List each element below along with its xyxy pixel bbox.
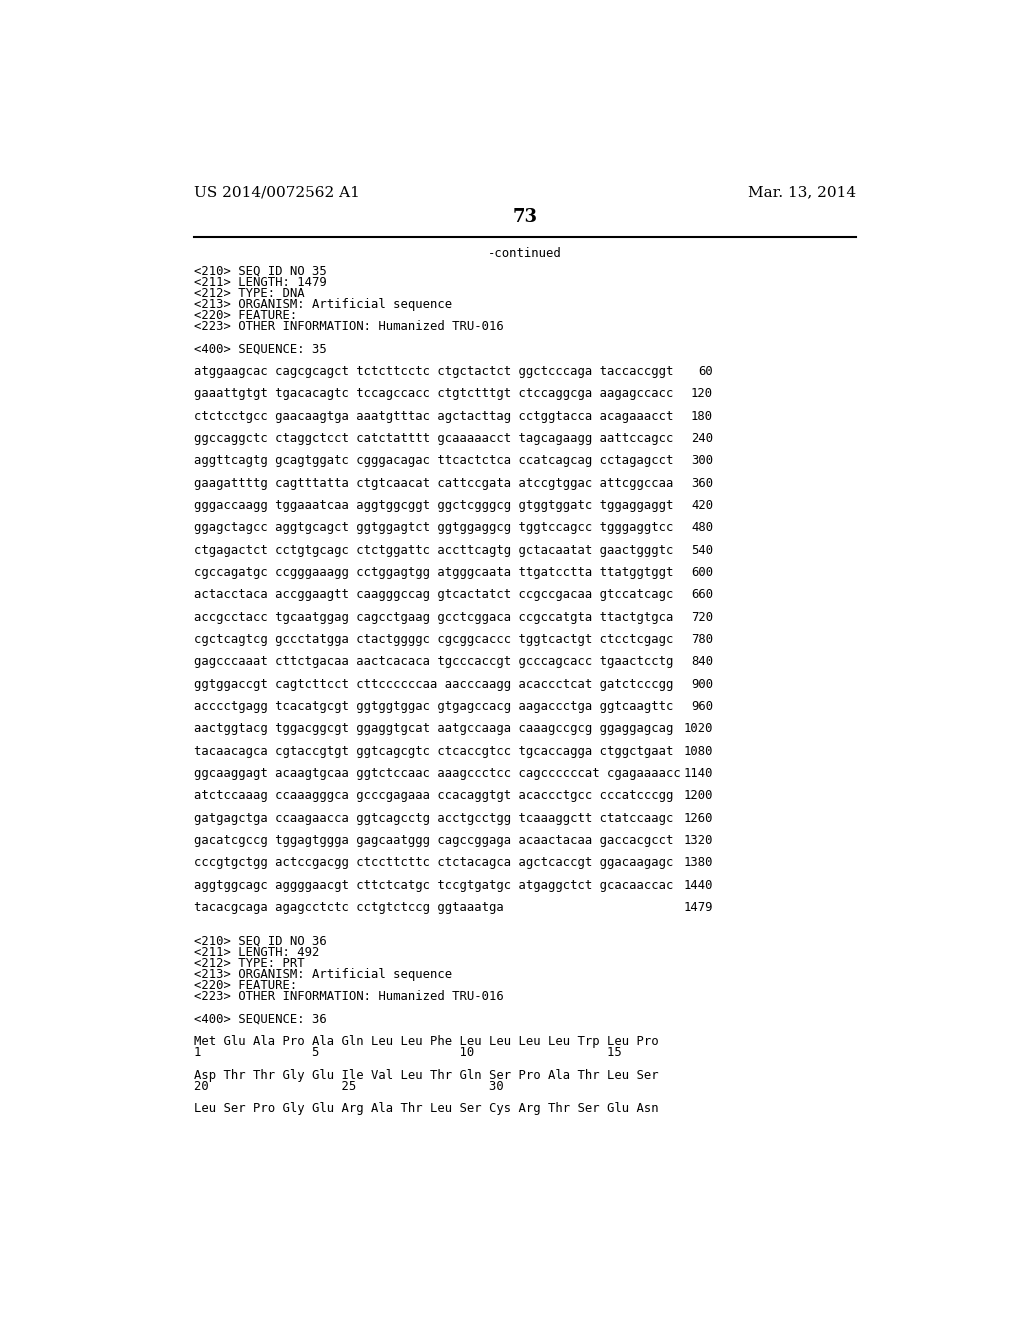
Text: acccctgagg tcacatgcgt ggtggtggac gtgagccacg aagaccctga ggtcaagttc: acccctgagg tcacatgcgt ggtggtggac gtgagcc… [194,700,673,713]
Text: 300: 300 [691,454,713,467]
Text: ggtggaccgt cagtcttcct cttccccccaa aacccaagg acaccctcat gatctcccgg: ggtggaccgt cagtcttcct cttccccccaa aaccca… [194,677,673,690]
Text: actacctaca accggaagtt caagggccag gtcactatct ccgccgacaa gtccatcagc: actacctaca accggaagtt caagggccag gtcacta… [194,589,673,602]
Text: 120: 120 [691,388,713,400]
Text: gggaccaagg tggaaatcaa aggtggcggt ggctcgggcg gtggtggatc tggaggaggt: gggaccaagg tggaaatcaa aggtggcggt ggctcgg… [194,499,673,512]
Text: 1080: 1080 [684,744,713,758]
Text: 960: 960 [691,700,713,713]
Text: 360: 360 [691,477,713,490]
Text: 1               5                   10                  15: 1 5 10 15 [194,1047,622,1059]
Text: tacaacagca cgtaccgtgt ggtcagcgtc ctcaccgtcc tgcaccagga ctggctgaat: tacaacagca cgtaccgtgt ggtcagcgtc ctcaccg… [194,744,673,758]
Text: accgcctacc tgcaatggag cagcctgaag gcctcggaca ccgccatgta ttactgtgca: accgcctacc tgcaatggag cagcctgaag gcctcgg… [194,611,673,624]
Text: <210> SEQ ID NO 36: <210> SEQ ID NO 36 [194,935,327,948]
Text: <213> ORGANISM: Artificial sequence: <213> ORGANISM: Artificial sequence [194,968,452,981]
Text: 480: 480 [691,521,713,535]
Text: <220> FEATURE:: <220> FEATURE: [194,979,297,993]
Text: <223> OTHER INFORMATION: Humanized TRU-016: <223> OTHER INFORMATION: Humanized TRU-0… [194,990,504,1003]
Text: <223> OTHER INFORMATION: Humanized TRU-016: <223> OTHER INFORMATION: Humanized TRU-0… [194,321,504,334]
Text: ctctcctgcc gaacaagtga aaatgtttac agctacttag cctggtacca acagaaacct: ctctcctgcc gaacaagtga aaatgtttac agctact… [194,409,673,422]
Text: ctgagactct cctgtgcagc ctctggattc accttcagtg gctacaatat gaactgggtc: ctgagactct cctgtgcagc ctctggattc accttca… [194,544,673,557]
Text: cccgtgctgg actccgacgg ctccttcttc ctctacagca agctcaccgt ggacaagagc: cccgtgctgg actccgacgg ctccttcttc ctctaca… [194,857,673,870]
Text: 60: 60 [698,366,713,378]
Text: 180: 180 [691,409,713,422]
Text: aactggtacg tggacggcgt ggaggtgcat aatgccaaga caaagccgcg ggaggagcag: aactggtacg tggacggcgt ggaggtgcat aatgcca… [194,722,673,735]
Text: 1479: 1479 [684,902,713,913]
Text: ggccaggctc ctaggctcct catctatttt gcaaaaacct tagcagaagg aattccagcc: ggccaggctc ctaggctcct catctatttt gcaaaaa… [194,432,673,445]
Text: gacatcgccg tggagtggga gagcaatggg cagccggaga acaactacaa gaccacgcct: gacatcgccg tggagtggga gagcaatggg cagccgg… [194,834,673,847]
Text: aggtggcagc aggggaacgt cttctcatgc tccgtgatgc atgaggctct gcacaaccac: aggtggcagc aggggaacgt cttctcatgc tccgtga… [194,879,673,892]
Text: gagcccaaat cttctgacaa aactcacaca tgcccaccgt gcccagcacc tgaactcctg: gagcccaaat cttctgacaa aactcacaca tgcccac… [194,656,673,668]
Text: gatgagctga ccaagaacca ggtcagcctg acctgcctgg tcaaaggctt ctatccaagc: gatgagctga ccaagaacca ggtcagcctg acctgcc… [194,812,673,825]
Text: <400> SEQUENCE: 35: <400> SEQUENCE: 35 [194,343,327,356]
Text: <400> SEQUENCE: 36: <400> SEQUENCE: 36 [194,1012,327,1026]
Text: gaaattgtgt tgacacagtc tccagccacc ctgtctttgt ctccaggcga aagagccacc: gaaattgtgt tgacacagtc tccagccacc ctgtctt… [194,388,673,400]
Text: <212> TYPE: DNA: <212> TYPE: DNA [194,286,304,300]
Text: Leu Ser Pro Gly Glu Arg Ala Thr Leu Ser Cys Arg Thr Ser Glu Asn: Leu Ser Pro Gly Glu Arg Ala Thr Leu Ser … [194,1102,658,1115]
Text: ggagctagcc aggtgcagct ggtggagtct ggtggaggcg tggtccagcc tgggaggtcc: ggagctagcc aggtgcagct ggtggagtct ggtggag… [194,521,673,535]
Text: 840: 840 [691,656,713,668]
Text: Asp Thr Thr Gly Glu Ile Val Leu Thr Gln Ser Pro Ala Thr Leu Ser: Asp Thr Thr Gly Glu Ile Val Leu Thr Gln … [194,1069,658,1081]
Text: 1140: 1140 [684,767,713,780]
Text: tacacgcaga agagcctctc cctgtctccg ggtaaatga: tacacgcaga agagcctctc cctgtctccg ggtaaat… [194,902,504,913]
Text: atctccaaag ccaaagggca gcccgagaaa ccacaggtgt acaccctgcc cccatcccgg: atctccaaag ccaaagggca gcccgagaaa ccacagg… [194,789,673,803]
Text: cgccagatgc ccgggaaagg cctggagtgg atgggcaata ttgatcctta ttatggtggt: cgccagatgc ccgggaaagg cctggagtgg atgggca… [194,566,673,579]
Text: 420: 420 [691,499,713,512]
Text: 660: 660 [691,589,713,602]
Text: 240: 240 [691,432,713,445]
Text: 600: 600 [691,566,713,579]
Text: 1020: 1020 [684,722,713,735]
Text: <220> FEATURE:: <220> FEATURE: [194,309,297,322]
Text: Met Glu Ala Pro Ala Gln Leu Leu Phe Leu Leu Leu Leu Trp Leu Pro: Met Glu Ala Pro Ala Gln Leu Leu Phe Leu … [194,1035,658,1048]
Text: <213> ORGANISM: Artificial sequence: <213> ORGANISM: Artificial sequence [194,298,452,312]
Text: <210> SEQ ID NO 35: <210> SEQ ID NO 35 [194,264,327,277]
Text: <211> LENGTH: 492: <211> LENGTH: 492 [194,945,319,958]
Text: 1380: 1380 [684,857,713,870]
Text: <212> TYPE: PRT: <212> TYPE: PRT [194,957,304,970]
Text: Mar. 13, 2014: Mar. 13, 2014 [748,185,856,199]
Text: 780: 780 [691,634,713,645]
Text: 73: 73 [512,209,538,227]
Text: 540: 540 [691,544,713,557]
Text: <211> LENGTH: 1479: <211> LENGTH: 1479 [194,276,327,289]
Text: gaagattttg cagtttatta ctgtcaacat cattccgata atccgtggac attcggccaa: gaagattttg cagtttatta ctgtcaacat cattccg… [194,477,673,490]
Text: 1260: 1260 [684,812,713,825]
Text: ggcaaggagt acaagtgcaa ggtctccaac aaagccctcc cagccccccat cgagaaaacc: ggcaaggagt acaagtgcaa ggtctccaac aaagccc… [194,767,681,780]
Text: cgctcagtcg gccctatgga ctactggggc cgcggcaccc tggtcactgt ctcctcgagc: cgctcagtcg gccctatgga ctactggggc cgcggca… [194,634,673,645]
Text: -continued: -continued [487,247,562,260]
Text: 1320: 1320 [684,834,713,847]
Text: 900: 900 [691,677,713,690]
Text: US 2014/0072562 A1: US 2014/0072562 A1 [194,185,359,199]
Text: 1200: 1200 [684,789,713,803]
Text: atggaagcac cagcgcagct tctcttcctc ctgctactct ggctcccaga taccaccggt: atggaagcac cagcgcagct tctcttcctc ctgctac… [194,366,673,378]
Text: 720: 720 [691,611,713,624]
Text: 1440: 1440 [684,879,713,892]
Text: 20                  25                  30: 20 25 30 [194,1080,504,1093]
Text: aggttcagtg gcagtggatc cgggacagac ttcactctca ccatcagcag cctagagcct: aggttcagtg gcagtggatc cgggacagac ttcactc… [194,454,673,467]
